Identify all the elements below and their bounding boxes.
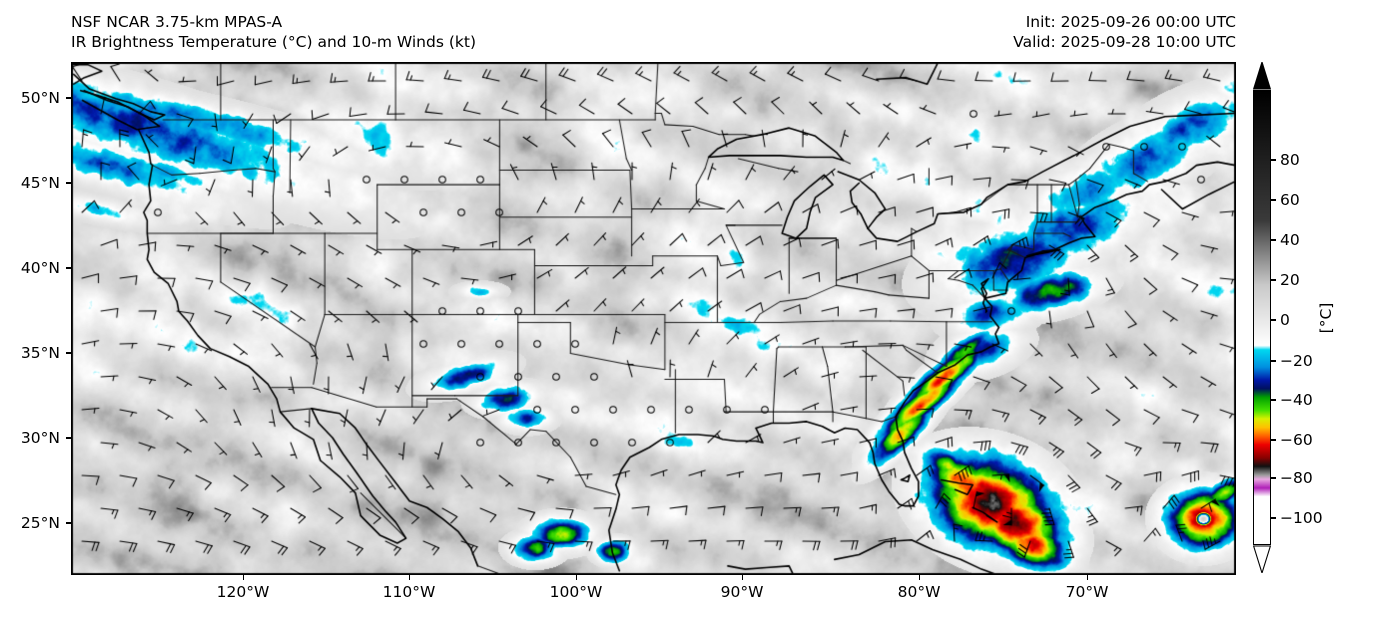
- latitude-tick-mark: [66, 352, 71, 354]
- latitude-tick-label: 45°N: [20, 174, 60, 192]
- colorbar-tick-mark: [1271, 159, 1276, 161]
- longitude-tick-label: 120°W: [216, 583, 270, 601]
- latitude-tick-mark: [66, 522, 71, 524]
- colorbar-gradient-body: [1253, 90, 1271, 545]
- ir-brightness-temperature-raster: [72, 63, 1235, 574]
- map-plot-area: [71, 62, 1236, 575]
- colorbar-tick-label: 40: [1280, 231, 1300, 249]
- colorbar-tick-label: −20: [1280, 352, 1313, 370]
- colorbar-extend-min-arrow: [1253, 545, 1271, 573]
- colorbar-tick-label: 0: [1280, 311, 1290, 329]
- latitude-tick-mark: [66, 97, 71, 99]
- latitude-tick-label: 30°N: [20, 429, 60, 447]
- colorbar-tick-mark: [1271, 399, 1276, 401]
- colorbar-tick-label: −100: [1280, 509, 1323, 527]
- latitude-tick-label: 50°N: [20, 89, 60, 107]
- longitude-tick-mark: [742, 575, 744, 580]
- latitude-tick-label: 35°N: [20, 344, 60, 362]
- colorbar-extend-max-arrow: [1253, 62, 1271, 90]
- longitude-tick-mark: [409, 575, 411, 580]
- longitude-tick-mark: [576, 575, 578, 580]
- longitude-tick-label: 90°W: [720, 583, 764, 601]
- colorbar-tick-mark: [1271, 360, 1276, 362]
- longitude-tick-mark: [243, 575, 245, 580]
- colorbar-tick-mark: [1271, 279, 1276, 281]
- colorbar-tick-mark: [1271, 319, 1276, 321]
- longitude-tick-label: 100°W: [549, 583, 603, 601]
- colorbar-tick-label: −60: [1280, 431, 1313, 449]
- figure-title-right: Init: 2025-09-26 00:00 UTC Valid: 2025-09…: [1013, 12, 1236, 52]
- colorbar-tick-label: 60: [1280, 191, 1300, 209]
- latitude-tick-label: 40°N: [20, 259, 60, 277]
- latitude-tick-label: 25°N: [20, 514, 60, 532]
- colorbar: 80 60 40 20 0 −20 −40 −60 −80 −100 [°C]: [1248, 62, 1376, 575]
- longitude-tick-mark: [1087, 575, 1089, 580]
- colorbar-tick-mark: [1271, 239, 1276, 241]
- figure-title-left: NSF NCAR 3.75-km MPAS-A IR Brightness Tem…: [71, 12, 476, 52]
- latitude-tick-mark: [66, 437, 71, 439]
- latitude-tick-mark: [66, 182, 71, 184]
- init-time-label: Init: 2025-09-26 00:00 UTC: [1025, 13, 1236, 31]
- colorbar-tick-mark: [1271, 439, 1276, 441]
- longitude-tick-label: 80°W: [897, 583, 941, 601]
- colorbar-tick-mark: [1271, 477, 1276, 479]
- colorbar-tick-label: 80: [1280, 151, 1300, 169]
- longitude-tick-mark: [919, 575, 921, 580]
- field-description-label: IR Brightness Temperature (°C) and 10-m …: [71, 33, 476, 51]
- colorbar-tick-label: −40: [1280, 391, 1313, 409]
- valid-time-label: Valid: 2025-09-28 10:00 UTC: [1013, 33, 1236, 51]
- latitude-tick-mark: [66, 267, 71, 269]
- colorbar-unit-label: [°C]: [1317, 302, 1335, 334]
- colorbar-tick-label: −80: [1280, 469, 1313, 487]
- longitude-tick-label: 110°W: [382, 583, 436, 601]
- model-name-label: NSF NCAR 3.75-km MPAS-A: [71, 13, 283, 31]
- colorbar-tick-label: 20: [1280, 271, 1300, 289]
- colorbar-tick-mark: [1271, 199, 1276, 201]
- colorbar-tick-mark: [1271, 517, 1276, 519]
- longitude-tick-label: 70°W: [1065, 583, 1109, 601]
